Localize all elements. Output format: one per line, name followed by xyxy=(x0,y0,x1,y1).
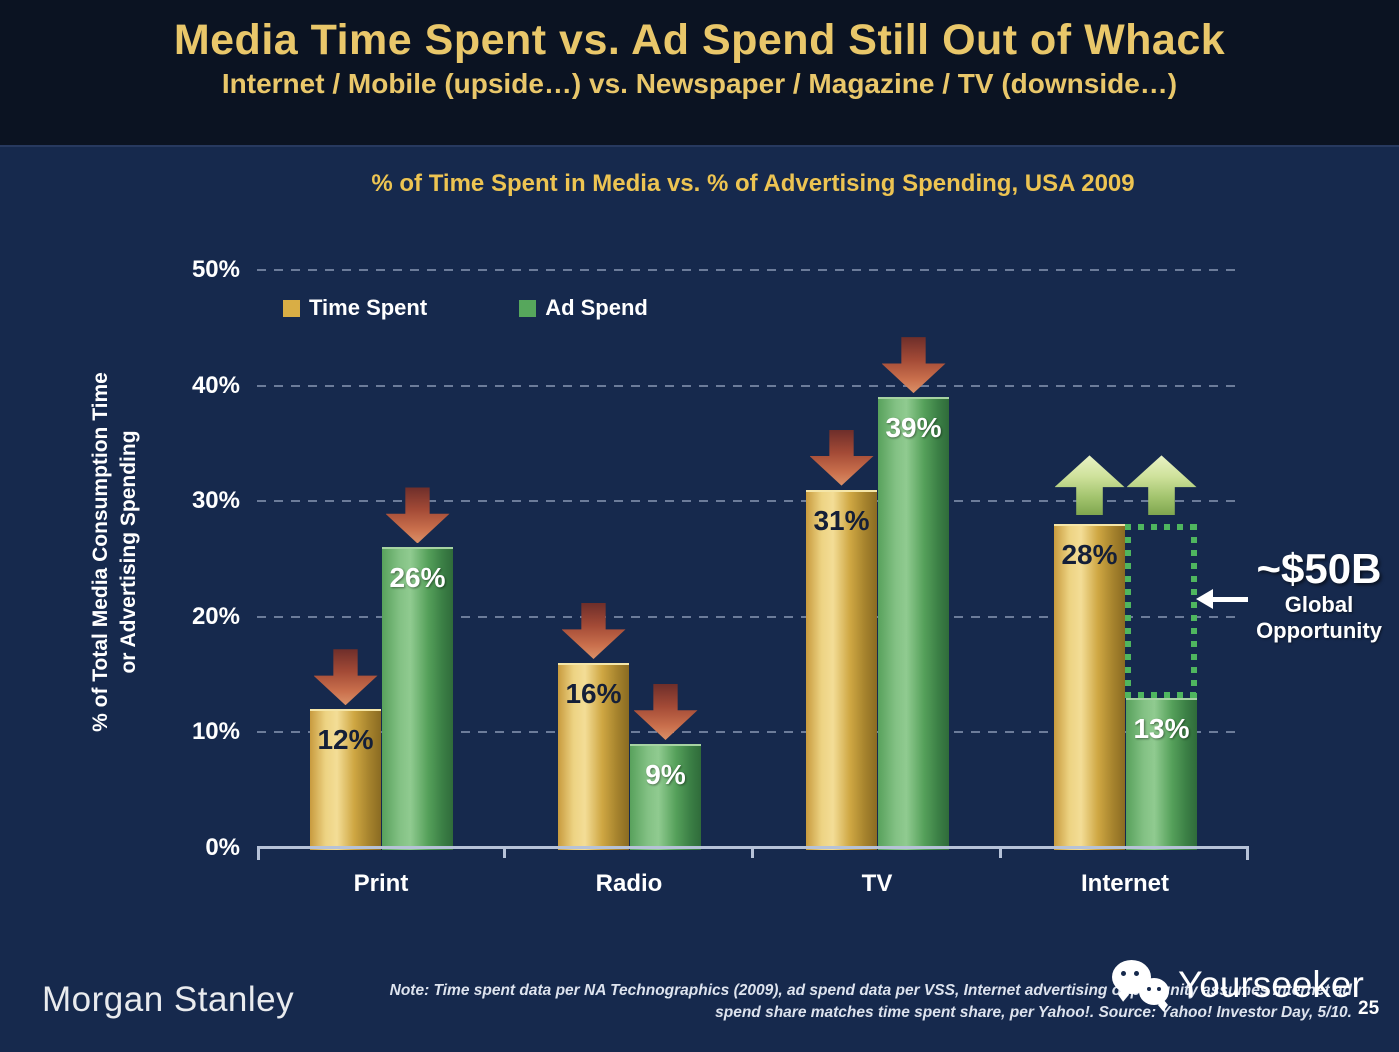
category-label-internet: Internet xyxy=(1080,870,1169,897)
watermark-text: Yourseeker xyxy=(1178,964,1364,1005)
y-axis-tick-label: 40% xyxy=(191,371,240,399)
gridline xyxy=(257,500,1243,503)
up-arrow-icon xyxy=(1126,455,1197,516)
bar-radio-ad-spend: 9% xyxy=(630,743,701,850)
opportunity-box-right xyxy=(1191,524,1197,698)
bar-value-label: 13% xyxy=(1133,712,1190,744)
bar-radio-time-spent: 16% xyxy=(558,663,629,850)
slide-header: Media Time Spent vs. Ad Spend Still Out … xyxy=(0,0,1399,147)
x-axis-tick xyxy=(999,849,1002,858)
opportunity-amount: ~$50B xyxy=(1256,545,1382,592)
chart-legend: Time Spent Ad Spend xyxy=(283,295,648,321)
up-arrow-icon xyxy=(1054,455,1125,516)
gridline xyxy=(257,615,1243,618)
legend-item-time-spent: Time Spent xyxy=(283,295,427,321)
bar-value-label: 26% xyxy=(389,562,446,594)
y-axis-title-line1: % of Total Media Consumption Time xyxy=(89,372,112,732)
bar-value-label: 16% xyxy=(565,678,622,710)
gridline xyxy=(257,384,1243,387)
bar-value-label: 31% xyxy=(813,504,870,536)
bar-internet-ad-spend: 13% xyxy=(1126,697,1197,850)
y-axis-tick-label: 20% xyxy=(191,602,240,630)
time-spent-swatch-icon xyxy=(283,299,300,317)
category-label-tv: TV xyxy=(861,870,893,897)
legend-label: Time Spent xyxy=(309,295,428,320)
ad-spend-swatch-icon xyxy=(519,299,537,317)
y-axis-title-line2: or Advertising Spending xyxy=(117,430,140,674)
bar-print-time-spent: 12% xyxy=(310,709,381,850)
bar-tv-time-spent: 31% xyxy=(806,489,877,850)
gridline xyxy=(257,269,1243,271)
source-note-line1: Note: Time spent data per NA Technograph… xyxy=(389,982,1352,999)
opportunity-label-line1: Global xyxy=(1284,592,1354,617)
source-note: Note: Time spent data per NA Technograph… xyxy=(312,980,1352,1024)
y-axis-tick-label: 0% xyxy=(205,834,240,861)
category-label-print: Print xyxy=(353,870,409,897)
page-subtitle: Internet / Mobile (upside…) vs. Newspape… xyxy=(221,68,1178,99)
page-number: 25 xyxy=(1358,998,1380,1019)
opportunity-box-top xyxy=(1125,524,1197,531)
left-arrow-icon xyxy=(1196,589,1213,609)
x-axis-tick xyxy=(751,849,754,858)
watermark: Yourseeker xyxy=(1112,958,1364,1012)
x-axis-line xyxy=(257,846,1249,849)
x-axis-end-tick xyxy=(257,846,260,860)
bar-value-label: 9% xyxy=(645,758,686,790)
y-axis-tick-label: 50% xyxy=(191,256,240,283)
down-arrow-icon xyxy=(561,603,626,660)
opportunity-annotation: ~$50B Global Opportunity xyxy=(1242,546,1396,644)
down-arrow-icon xyxy=(313,649,378,706)
legend-item-ad-spend: Ad Spend xyxy=(519,295,648,321)
y-axis-tick-label: 10% xyxy=(191,718,240,746)
bar-internet-time-spent: 28% xyxy=(1054,524,1125,850)
down-arrow-icon xyxy=(809,429,874,486)
y-axis-title: % of Total Media Consumption Time or Adv… xyxy=(87,292,147,812)
left-arrow-icon xyxy=(1212,597,1248,602)
category-label-radio: Radio xyxy=(595,870,663,897)
y-axis-tick-label: 30% xyxy=(191,487,240,515)
x-axis-tick xyxy=(503,849,506,858)
wechat-icon xyxy=(1112,958,1174,1012)
bar-value-label: 12% xyxy=(317,724,374,756)
opportunity-box-left xyxy=(1125,524,1131,698)
opportunity-label-line2: Opportunity xyxy=(1256,618,1382,643)
bar-tv-ad-spend: 39% xyxy=(878,397,949,850)
chart-title: % of Time Spent in Media vs. % of Advert… xyxy=(371,170,1135,197)
bar-value-label: 28% xyxy=(1061,539,1118,571)
bar-print-ad-spend: 26% xyxy=(382,547,453,850)
gridline xyxy=(257,731,1243,734)
morgan-stanley-logo: Morgan Stanley xyxy=(42,980,295,1019)
source-note-line2: spend share matches time spent share, pe… xyxy=(715,1004,1352,1021)
bar-value-label: 39% xyxy=(885,412,942,444)
legend-label: Ad Spend xyxy=(545,295,648,320)
opportunity-box-bottom xyxy=(1125,691,1197,698)
down-arrow-icon xyxy=(385,487,450,544)
x-axis-end-tick xyxy=(1246,846,1249,860)
page-title: Media Time Spent vs. Ad Spend Still Out … xyxy=(173,16,1226,64)
